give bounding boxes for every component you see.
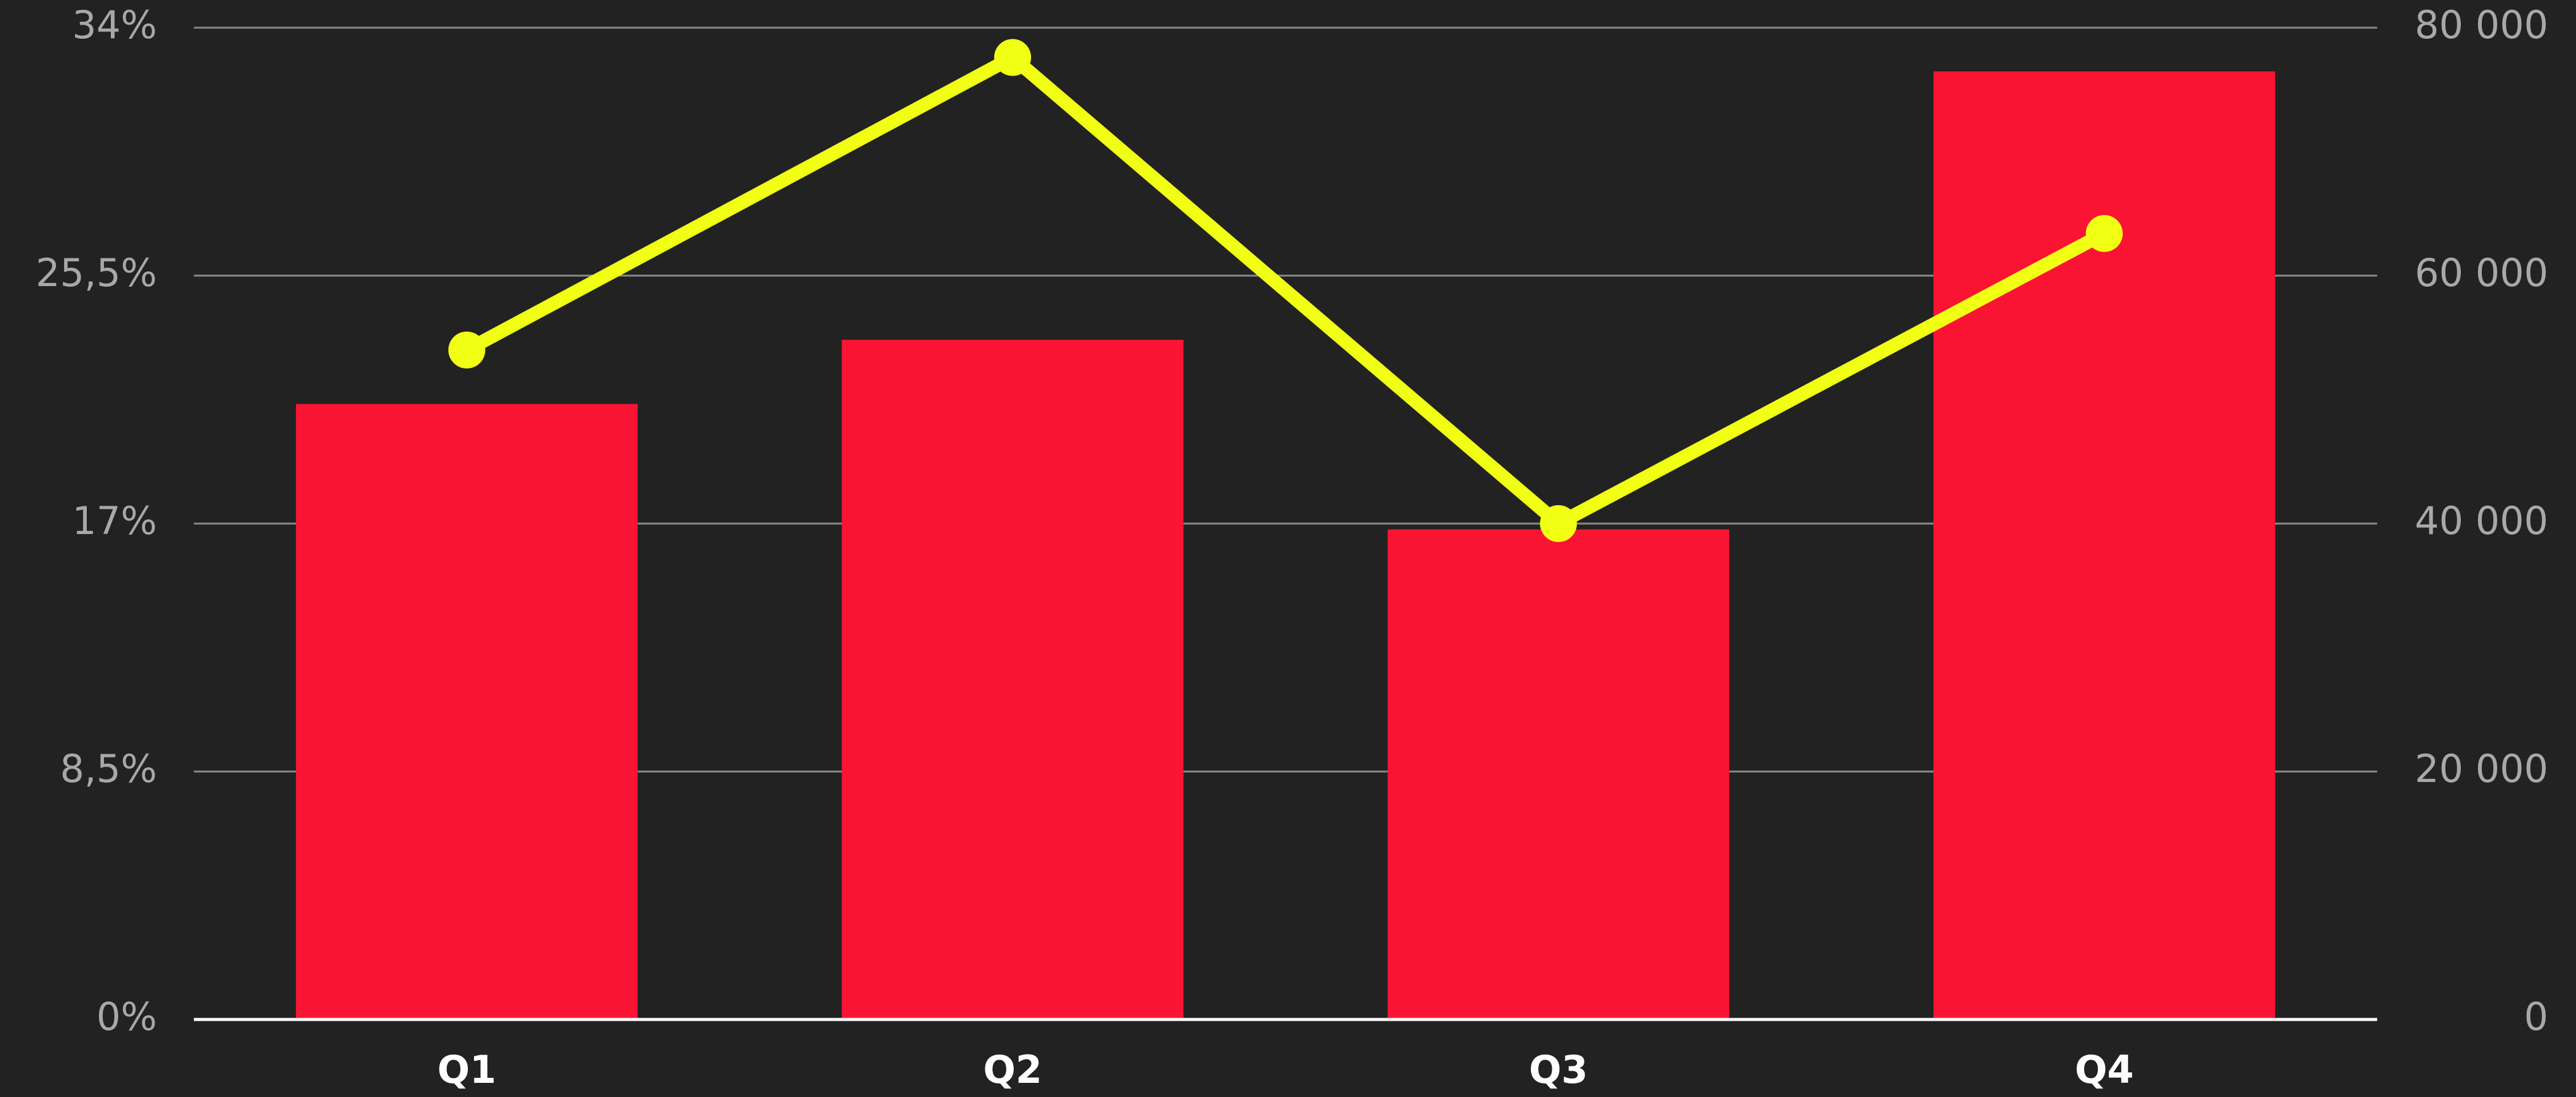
y-tick-label: 34% xyxy=(72,2,157,47)
line-point xyxy=(2085,215,2123,252)
y-tick-label: 17% xyxy=(72,498,157,543)
x-tick-label: Q1 xyxy=(437,1047,496,1092)
line xyxy=(463,50,2108,530)
y-tick-label: 8,5% xyxy=(60,746,157,791)
line-point xyxy=(448,331,486,369)
y-tick-label: 25,5% xyxy=(36,250,157,295)
y2-tick-label: 40 000 xyxy=(2415,498,2548,543)
x-tick-label: Q3 xyxy=(1529,1047,1588,1092)
bar xyxy=(841,340,1184,1019)
line-point xyxy=(994,39,1032,76)
x-tick-label: Q4 xyxy=(2075,1047,2134,1092)
line-point xyxy=(1539,505,1577,542)
y-tick-label: 0% xyxy=(97,994,157,1039)
bar xyxy=(1387,529,1730,1019)
x-tick-label: Q2 xyxy=(983,1047,1042,1092)
y2-tick-label: 60 000 xyxy=(2415,250,2548,295)
bar xyxy=(295,404,638,1019)
y2-tick-label: 80 000 xyxy=(2415,2,2548,47)
bar xyxy=(1933,71,2276,1019)
y2-tick-label: 20 000 xyxy=(2415,746,2548,791)
y2-tick-label: 0 xyxy=(2524,994,2548,1039)
